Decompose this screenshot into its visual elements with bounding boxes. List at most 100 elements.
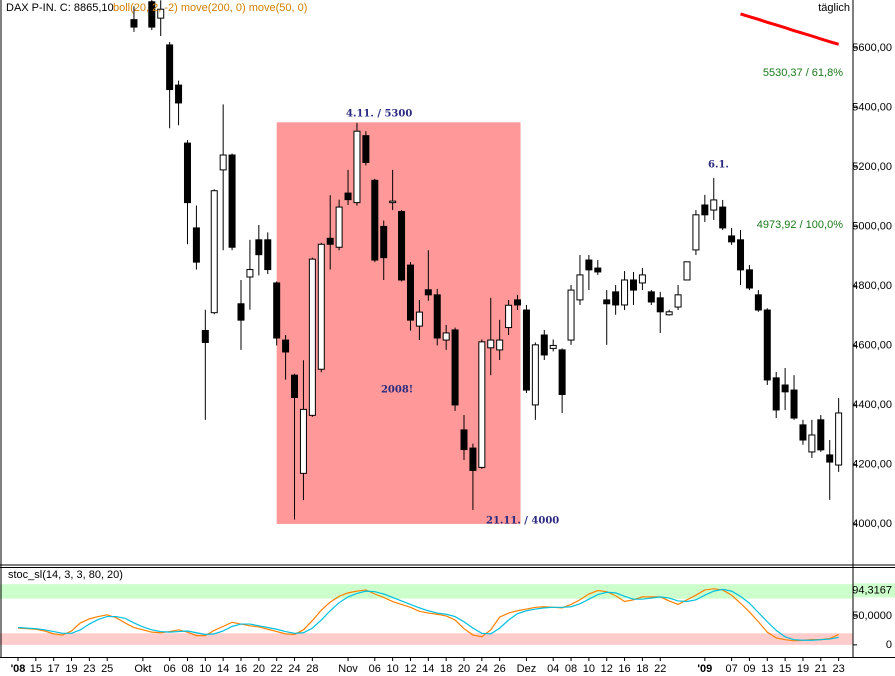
candle-body — [629, 279, 637, 291]
x-tick-label: 16 — [618, 663, 630, 675]
candle-body — [745, 269, 753, 289]
candle-body — [487, 339, 495, 349]
annotation: 5530,37 / 61,8% — [763, 67, 843, 79]
y-tick-label: 50,0000 — [852, 610, 892, 622]
y-tick-label: 4600,00 — [852, 339, 892, 351]
annotation: 21.11. / 4000 — [486, 516, 559, 527]
x-tick-label: 17 — [48, 663, 60, 675]
candle-body — [621, 279, 629, 306]
candle-body — [291, 374, 299, 398]
x-tick-label: 22 — [271, 663, 283, 675]
candle-body — [442, 332, 450, 341]
candle-body — [273, 282, 281, 339]
candle-body — [737, 239, 745, 271]
candle-body — [781, 384, 789, 393]
candle-body — [763, 309, 771, 381]
tick-highlight — [854, 583, 895, 598]
indicator-line — [17, 588, 839, 642]
x-tick-label: 24 — [288, 663, 300, 675]
x-tick-label: 14 — [422, 663, 434, 675]
x-tick-label: 20 — [458, 663, 470, 675]
candle-body — [692, 214, 700, 251]
candle-body — [638, 274, 646, 284]
highlight-label: 2008! — [381, 385, 413, 396]
candle-body — [594, 267, 602, 273]
x-tick-label: 16 — [235, 663, 247, 675]
x-tick-label: 19 — [65, 663, 77, 675]
candle-body — [719, 206, 727, 229]
candle-body — [505, 304, 513, 329]
candle-body — [683, 261, 691, 281]
candle-body — [335, 206, 343, 248]
candle-body — [344, 192, 352, 201]
candle-body — [674, 294, 682, 308]
candle-body — [808, 434, 816, 453]
x-tick-label: '09 — [697, 663, 712, 675]
candle-body — [424, 289, 432, 296]
indicator-label: stoc_sl(14, 3, 3, 80, 20) — [8, 569, 123, 581]
x-tick-label: 06 — [164, 663, 176, 675]
y-tick-label: 5600,00 — [852, 42, 892, 54]
candle-body — [166, 44, 174, 91]
candle-body — [835, 412, 843, 466]
candle-body — [415, 311, 423, 327]
candle-body — [603, 299, 611, 305]
x-tick-label: 10 — [199, 663, 211, 675]
candle-body — [130, 19, 138, 28]
indicator-list: boll(20, 2, -2) move(200, 0) move(50, 0) — [113, 2, 307, 14]
candle-body — [754, 294, 762, 311]
candle-body — [201, 330, 209, 343]
x-tick-label: 18 — [440, 663, 452, 675]
x-tick-label: 28 — [306, 663, 318, 675]
candle-body — [656, 297, 664, 313]
candle-body — [585, 259, 593, 271]
candle-body — [522, 309, 530, 391]
candle-body — [558, 349, 566, 396]
candle-body — [549, 344, 557, 349]
candle-body — [799, 424, 807, 441]
x-tick-label: 22 — [654, 663, 666, 675]
y-tick-label: 4000,00 — [852, 518, 892, 530]
candle-body — [540, 334, 548, 356]
indicator-band — [0, 633, 853, 645]
x-tick-label: '08 — [11, 663, 26, 675]
candle-body — [175, 84, 183, 104]
candle-body — [371, 179, 379, 261]
x-tick-label: 10 — [583, 663, 595, 675]
candle-body — [183, 142, 191, 204]
y-tick-label: 4200,00 — [852, 458, 892, 470]
x-tick-label: 06 — [369, 663, 381, 675]
x-tick-label: 13 — [761, 663, 773, 675]
x-tick-label: 14 — [217, 663, 229, 675]
candle-body — [282, 339, 290, 353]
y-tick-label: 0 — [886, 639, 892, 651]
x-tick-label: 23 — [83, 663, 95, 675]
x-tick-label: 21 — [815, 663, 827, 675]
candle-body — [389, 200, 397, 204]
candle-body — [246, 269, 254, 278]
x-tick-label: Okt — [134, 663, 151, 675]
period-label: täglich — [818, 2, 850, 14]
candle-body — [406, 264, 414, 321]
candle-body — [210, 190, 218, 314]
candle-body — [531, 344, 539, 406]
candle-body — [255, 239, 263, 256]
candle-body — [451, 329, 459, 406]
annotation: 4973,92 / 100,0% — [757, 219, 843, 231]
candle-body — [317, 243, 325, 370]
candle-body — [433, 294, 441, 339]
price-panel: 2008! — [130, 0, 843, 524]
x-tick-label: 08 — [565, 663, 577, 675]
candle-body — [398, 211, 406, 281]
candle-body — [665, 311, 673, 316]
candle-body — [362, 135, 370, 163]
x-tick-label: 12 — [601, 663, 613, 675]
x-tick-label: 19 — [797, 663, 809, 675]
x-tick-label: 07 — [725, 663, 737, 675]
candle-body — [612, 291, 620, 306]
annotation: 4.11. / 5300 — [346, 109, 412, 120]
candle-body — [772, 377, 780, 411]
candle-body — [647, 291, 655, 303]
candle-body — [264, 239, 272, 271]
